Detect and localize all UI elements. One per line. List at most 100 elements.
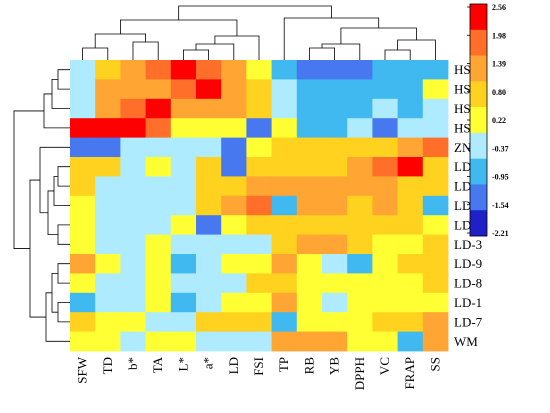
- heatmap-cell-WM-b*: [120, 331, 146, 352]
- column-label: LD: [226, 357, 241, 374]
- color-legend: 2.56 1.98 1.39 0.80 0.22 -0.37 -0.95 -1.54 -2.21: [467, 3, 509, 238]
- dendrogram-branch: [195, 43, 235, 60]
- heatmap-cell-LD-4-LD: [221, 195, 247, 216]
- heatmap-cell-LD-8-FSI: [246, 273, 272, 294]
- heatmap-cell-LD-8-VC: [372, 273, 398, 294]
- dendrogram-branch: [283, 17, 380, 60]
- heatmap-cell-HS-1-b*: [120, 118, 146, 138]
- heatmap-cell-LD-8-b*: [120, 273, 146, 294]
- heatmap-cell-HS-3-SS: [422, 79, 449, 100]
- heatmap-cell-LD-2-SS: [422, 157, 449, 177]
- heatmap-cell-WM-VC: [372, 331, 398, 352]
- heatmap-cell-HS-3-SFW: [70, 79, 96, 100]
- heatmap-cell-LD-4-DPPH: [347, 195, 373, 216]
- column-label: FSI: [251, 357, 266, 376]
- heatmap-cell-LD-9-RB: [296, 254, 323, 274]
- dendrogram-branch: [57, 263, 70, 284]
- heatmap-cell-HS-3-TP: [271, 79, 298, 100]
- legend-tick-label: -0.95: [492, 173, 509, 182]
- heatmap-cell-LD-6-VC: [372, 176, 398, 197]
- heatmap-cell-ZN-b*: [120, 137, 146, 158]
- legend-tick-label: 2.56: [492, 3, 506, 12]
- heatmap-cell-HS-2-RB: [296, 98, 323, 119]
- heatmap-cell-LD-6-DPPH: [347, 176, 373, 197]
- legend-swatch: [470, 29, 487, 56]
- column-label: VC: [377, 357, 392, 375]
- dendrogram-branch: [51, 272, 58, 313]
- heatmap-cell-HS-3-LD: [221, 79, 247, 100]
- heatmap-cell-LD-5-LD: [221, 215, 247, 235]
- column-label: b*: [125, 357, 140, 370]
- heatmap-cell-LD-2-DPPH: [347, 157, 373, 177]
- column-label: RB: [301, 357, 316, 375]
- legend-swatch: [470, 158, 487, 185]
- legend-swatch: [470, 107, 487, 134]
- heatmap-cell-HS-3-FRAP: [397, 79, 424, 100]
- heatmap-cell-LD-1-YB: [322, 292, 348, 313]
- heatmap-cell-HS-3-YB: [322, 79, 348, 100]
- heatmap-cell-LD-6-TA: [145, 176, 172, 197]
- dendrogram-branch: [321, 43, 361, 60]
- heatmap-cell-WM-TP: [271, 331, 298, 352]
- heatmap-cell-HS-4-FRAP: [397, 60, 424, 80]
- heatmap-cell-LD-2-LD: [221, 157, 247, 177]
- heatmap-cell-LD-4-TA: [145, 195, 172, 216]
- column-label: TP: [276, 357, 291, 372]
- column-label: a*: [201, 357, 216, 369]
- heatmap-cell-LD-9-SS: [422, 254, 449, 274]
- heatmap-cell-HS-1-FSI: [246, 118, 272, 138]
- heatmap-cell-LD-7-LD: [221, 312, 247, 332]
- column-label: TD: [100, 357, 115, 374]
- heatmap-cell-LD-1-LD: [221, 292, 247, 313]
- heatmap-cell-LD-1-b*: [120, 292, 146, 313]
- heatmap-cell-LD-5-SS: [422, 215, 449, 235]
- heatmap-cell-LD-7-TP: [271, 312, 298, 332]
- heatmap-cell-LD-9-DPPH: [347, 254, 373, 274]
- column-labels: SFW TD b* TA L* a* LD FSI TP RB YB DPPH VC FRAP SS: [75, 356, 443, 390]
- heatmap-cell-LD-7-TD: [95, 312, 121, 332]
- heatmap-cells: [70, 60, 449, 352]
- heatmap-cell-ZN-a*: [196, 137, 222, 158]
- heatmap-cell-LD-4-FRAP: [397, 195, 424, 216]
- heatmap-cell-LD-7-a*: [196, 312, 222, 332]
- heatmap-cell-LD-8-L*: [170, 273, 197, 294]
- legend-tick-label: -2.21: [492, 229, 509, 238]
- heatmap-cell-HS-1-SS: [422, 118, 449, 138]
- heatmap-cell-LD-7-DPPH: [347, 312, 373, 332]
- heatmap-cell-HS-3-RB: [296, 79, 323, 100]
- heatmap-cell-WM-SFW: [70, 331, 96, 352]
- row-label: WM: [454, 334, 478, 349]
- heatmap-cell-LD-5-YB: [322, 215, 348, 235]
- heatmap-cell-LD-9-b*: [120, 254, 146, 274]
- heatmap-cell-HS-2-VC: [372, 98, 398, 119]
- heatmap-cell-HS-2-L*: [170, 98, 197, 119]
- heatmap-cell-LD-3-SFW: [70, 234, 96, 255]
- legend-tick-label: -0.37: [492, 144, 509, 153]
- heatmap-cell-HS-2-b*: [120, 98, 146, 119]
- heatmap-cell-WM-RB: [296, 331, 323, 352]
- heatmap-cell-LD-5-VC: [372, 215, 398, 235]
- heatmap-cell-HS-1-a*: [196, 118, 222, 138]
- heatmap-cell-LD-4-SS: [422, 195, 449, 216]
- dendrogram-branch: [340, 27, 417, 44]
- heatmap-cell-LD-5-DPPH: [347, 215, 373, 235]
- heatmap-cell-LD-6-LD: [221, 176, 247, 197]
- heatmap-cell-LD-7-FSI: [246, 312, 272, 332]
- heatmap-cell-LD-8-SS: [422, 273, 449, 294]
- heatmap-cell-LD-9-L*: [170, 254, 197, 274]
- heatmap-cell-LD-8-TA: [145, 273, 172, 294]
- dendrogram-branch: [53, 175, 70, 206]
- heatmap-cell-LD-1-SFW: [70, 292, 96, 313]
- heatmap-cell-HS-4-YB: [322, 60, 348, 80]
- legend-tick-label: 0.22: [492, 116, 506, 125]
- column-label: TA: [150, 356, 165, 373]
- heatmap-cell-LD-2-SFW: [70, 157, 96, 177]
- heatmap-cell-LD-9-LD: [221, 254, 247, 274]
- heatmap-cell-WM-SS: [422, 331, 449, 352]
- heatmap-cell-LD-4-L*: [170, 195, 197, 216]
- heatmap-cell-LD-3-LD: [221, 234, 247, 255]
- legend-swatch: [470, 4, 487, 31]
- heatmap-cell-LD-3-a*: [196, 234, 222, 255]
- heatmap-cell-ZN-L*: [170, 137, 197, 158]
